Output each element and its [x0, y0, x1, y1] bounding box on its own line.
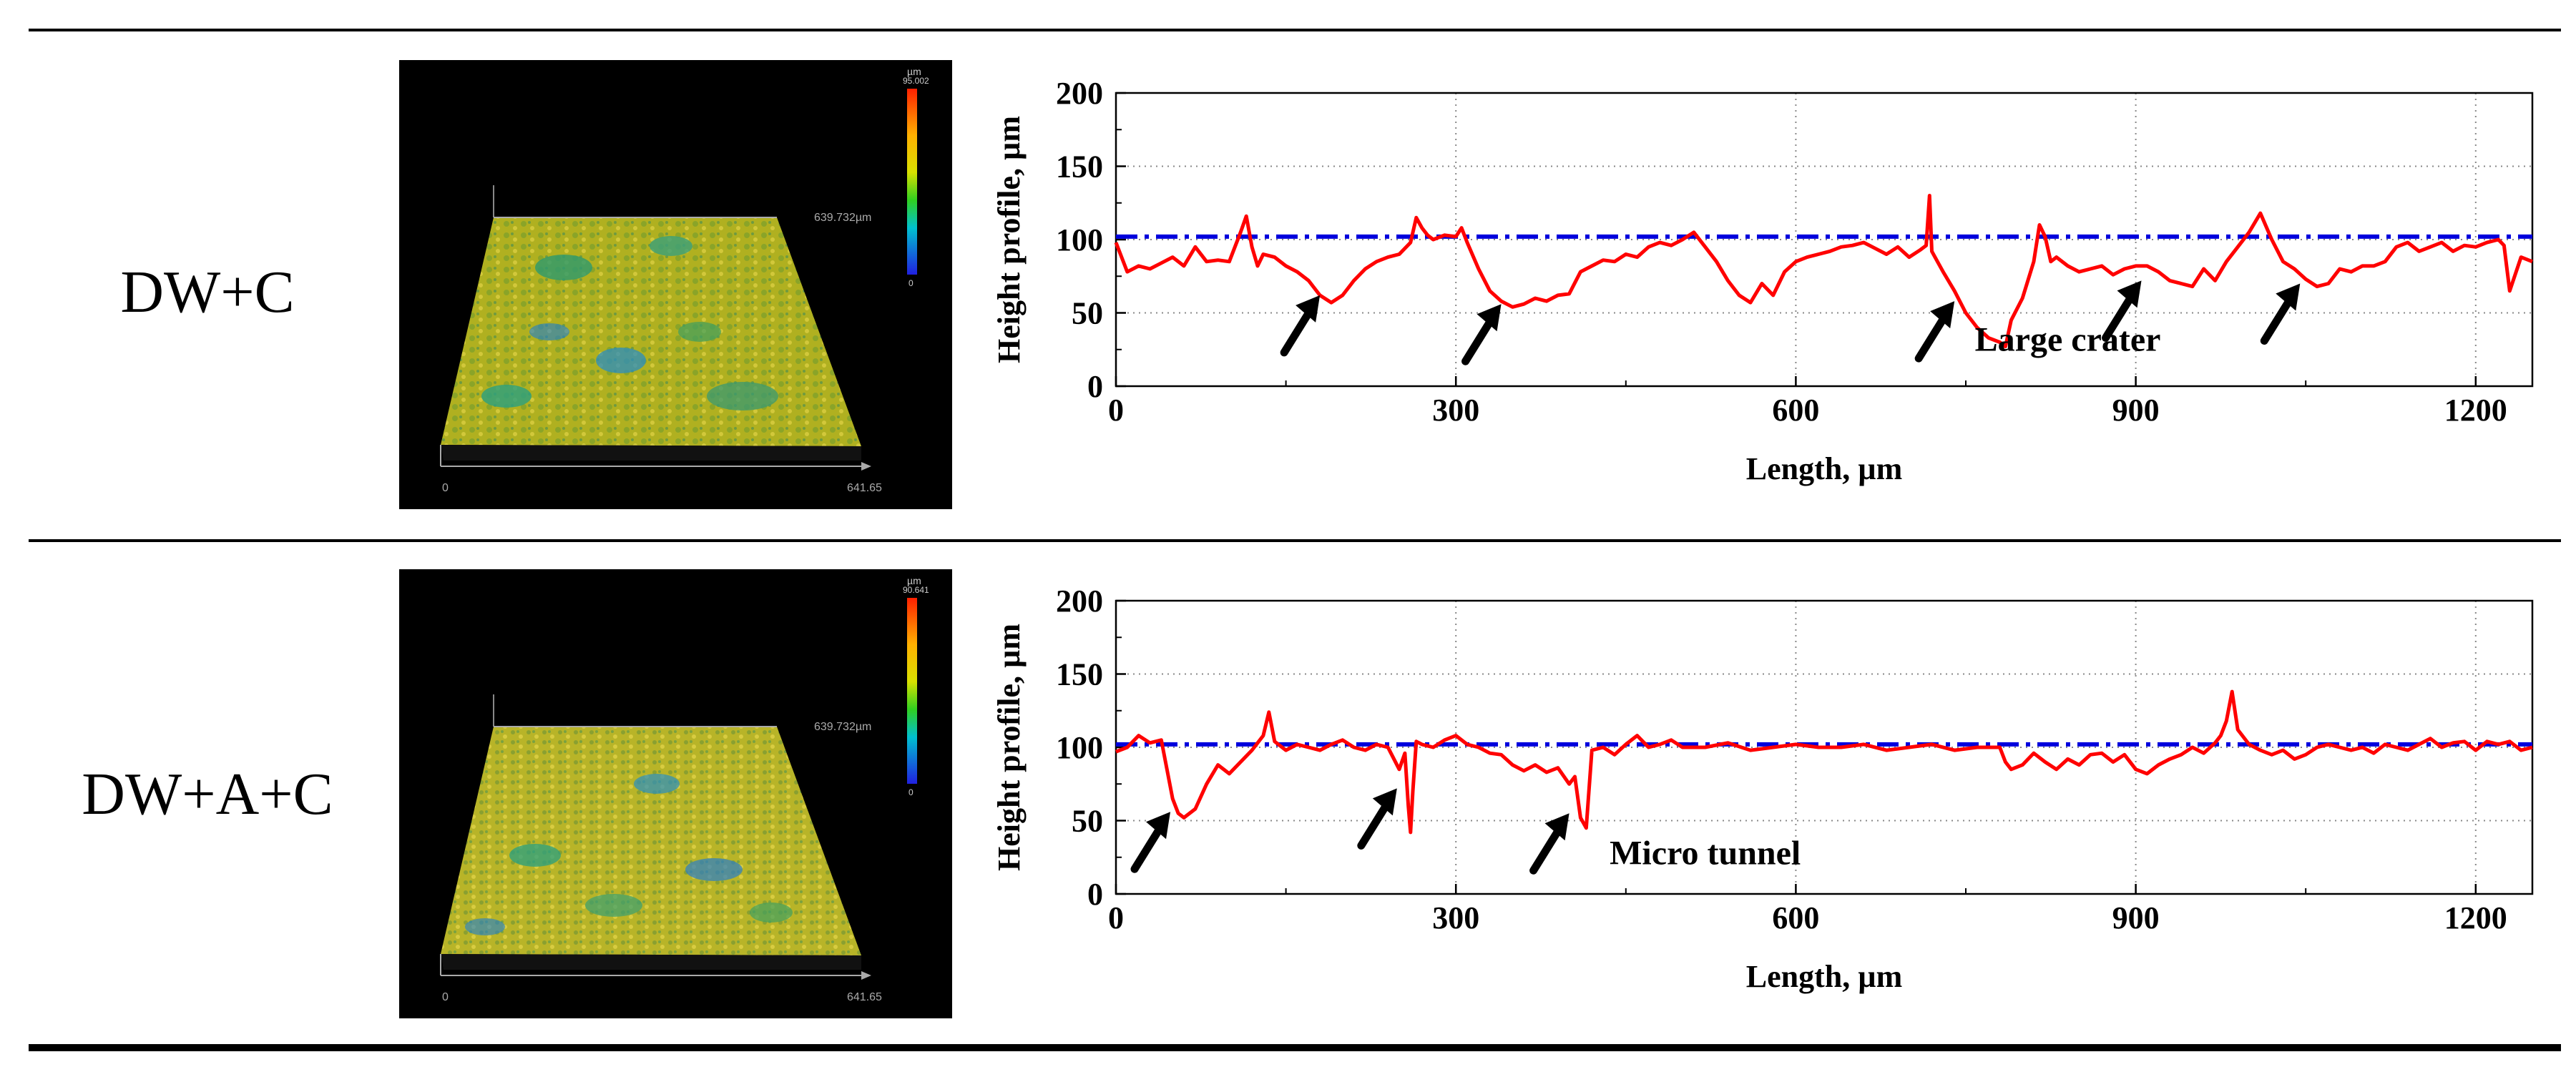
- x-tick-label: 1200: [2444, 393, 2507, 428]
- y-axis-label: Height profile, µm: [991, 116, 1027, 363]
- x-tick-label: 300: [1432, 900, 1479, 935]
- color-scale-unit: µm: [907, 66, 921, 77]
- x-tick-label: 900: [2112, 900, 2160, 935]
- x-axis-label: Length, µm: [1746, 451, 1902, 486]
- y-tick-label: 200: [1056, 76, 1103, 111]
- x-tick-label: 1200: [2444, 900, 2507, 935]
- profile-line: [1115, 689, 2533, 835]
- x-start-label: 0: [442, 991, 449, 1003]
- color-scale-unit: µm: [907, 575, 921, 586]
- x-tick-label: 0: [1108, 393, 1124, 428]
- surface-3d-image-dwac: µm 90.641 0 639.732µm 0 641.65: [399, 569, 952, 1018]
- y-tick-label: 150: [1056, 149, 1103, 185]
- y-tick-label: 0: [1087, 369, 1103, 404]
- y-tick-label: 50: [1072, 804, 1103, 839]
- arrow-shaft: [1914, 313, 1949, 363]
- bottom-rule: [29, 1044, 2561, 1051]
- y-tick-label: 0: [1087, 877, 1103, 912]
- row-label-dwac: DW+A+C: [82, 761, 333, 827]
- arrow-head: [2276, 283, 2301, 311]
- arrow-shaft: [1130, 823, 1165, 873]
- y-extent-label: 639.732µm: [814, 721, 872, 733]
- x-tick-label: 0: [1108, 900, 1124, 935]
- color-scale-max: 90.641: [903, 585, 929, 595]
- x-tick-label: 300: [1432, 393, 1479, 428]
- color-scale-min: 0: [909, 278, 914, 288]
- x-tick-label: 600: [1772, 393, 1819, 428]
- color-scale-max: 95.002: [903, 76, 929, 86]
- height-profile-chart-dwc: 0 300 600 900 1200 0 50 100 150 200 Length, µm Heig…: [991, 76, 2534, 486]
- arrow-head: [1146, 812, 1171, 840]
- arrow-shaft: [1529, 825, 1564, 875]
- profile-line: [1114, 194, 2533, 349]
- y-tick-label: 200: [1056, 584, 1103, 619]
- y-tick-label: 100: [1056, 730, 1103, 765]
- arrow-shaft: [1461, 315, 1496, 365]
- annotation-text: Large crater: [1975, 320, 2161, 358]
- y-tick-label: 50: [1072, 296, 1103, 331]
- x-tick-label: 900: [2112, 393, 2160, 428]
- x-start-label: 0: [442, 482, 449, 494]
- arrow-head: [2117, 280, 2142, 308]
- surface-3d-image-dwc: µm 95.002 0 639.732µm 0 641.65: [399, 60, 952, 509]
- y-axis-label: Height profile, µm: [991, 624, 1027, 871]
- arrow-head: [1544, 813, 1569, 841]
- arrow-head: [1372, 788, 1397, 816]
- arrow-head: [1476, 304, 1502, 332]
- y-extent-label: 639.732µm: [814, 212, 872, 224]
- surface-3d-render: [440, 89, 917, 471]
- x-axis-label: Length, µm: [1746, 959, 1902, 994]
- x-tick-label: 600: [1772, 900, 1819, 935]
- arrow-shaft: [2260, 295, 2294, 345]
- annotation-text: Micro tunnel: [1610, 835, 1801, 872]
- x-end-label: 641.65: [847, 991, 882, 1003]
- y-tick-label: 150: [1056, 657, 1103, 692]
- x-end-label: 641.65: [847, 482, 882, 494]
- row-label-dwc: DW+C: [120, 259, 295, 325]
- height-profile-chart-dwac: 0 300 600 900 1200 0 50 100 150 200 Length, µm Heig…: [991, 584, 2534, 994]
- middle-rule: [29, 539, 2561, 542]
- color-scale-min: 0: [909, 787, 914, 797]
- arrow-shaft: [1280, 307, 1314, 357]
- top-rule: [29, 29, 2561, 31]
- arrow-shaft: [1357, 800, 1391, 850]
- surface-3d-render: [440, 598, 917, 980]
- arrow-head: [1296, 295, 1321, 323]
- y-tick-label: 100: [1056, 222, 1103, 257]
- arrow-shaft: [2102, 292, 2136, 342]
- arrow-head: [1930, 301, 1955, 329]
